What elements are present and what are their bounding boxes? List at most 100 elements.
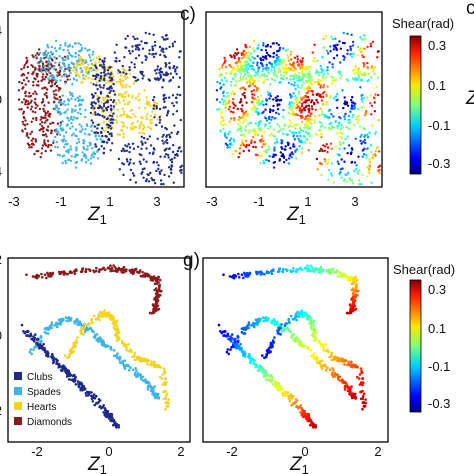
panel-c-point [117, 357, 121, 361]
panel-b-point [293, 56, 297, 59]
panel-a-point [61, 102, 65, 105]
panel-c-point [159, 290, 162, 293]
panel-a-point [91, 53, 94, 56]
panel-a-ytick-1: 0 [0, 92, 2, 107]
panel-b-point [377, 118, 380, 122]
panel-b-point [323, 115, 327, 119]
panel-b-point [239, 62, 243, 65]
panel-c-points [20, 264, 170, 429]
panel-a-point [102, 109, 105, 113]
panel-b-xtick-2: 1 [304, 194, 311, 209]
panel-c-point [102, 411, 105, 414]
panel-b-point [229, 110, 233, 113]
panel-a-point [132, 82, 136, 85]
panel-b-point [278, 125, 281, 128]
panel-a-point [115, 57, 118, 60]
panel-b-point [349, 178, 352, 182]
panel-a-point [24, 127, 27, 130]
panel-b-point [262, 42, 265, 45]
panel-b-point [296, 55, 299, 58]
panel-a-point [58, 101, 61, 105]
panel-b-point [336, 106, 339, 110]
panel-b-point [356, 71, 359, 74]
panel-a-point [154, 52, 158, 55]
panel-b-point [302, 101, 305, 104]
panel-d-point [274, 382, 277, 386]
panel-a-point [108, 132, 112, 136]
panel-a-point [108, 66, 111, 69]
panel-a-point [83, 77, 87, 81]
panel-a-point [81, 128, 84, 131]
panel-b-point [292, 74, 295, 78]
panel-c-point [161, 373, 165, 376]
panel-a-point [141, 70, 144, 74]
panel-b-point [250, 139, 253, 142]
panel-b-point [292, 111, 295, 114]
panel-a-point [26, 132, 29, 135]
panel-b-point [245, 61, 248, 64]
panel-b-point [307, 110, 311, 114]
panel-b-point [256, 73, 259, 76]
panel-a-point [51, 121, 54, 125]
panel-b-point [296, 58, 299, 61]
panel-a-point [36, 62, 39, 65]
panel-a-point [79, 63, 83, 66]
panel-a-point [142, 74, 145, 77]
panel-a-point [41, 125, 44, 128]
panel-a-point [43, 121, 47, 124]
panel-b-point [262, 159, 265, 163]
panel-b-point [252, 39, 256, 42]
panel-a-point [150, 177, 153, 180]
panel-d-point [271, 340, 275, 344]
panel-c-point [163, 381, 166, 384]
panel-c-point [154, 364, 158, 368]
panel-a-point [56, 122, 60, 125]
panel-a-point [153, 116, 156, 119]
panel-a-point [80, 81, 83, 84]
panel-a-point [115, 115, 119, 118]
panel-b-point [220, 73, 224, 77]
panel-b-point [242, 53, 245, 56]
panel-b-point [292, 135, 295, 138]
panel-b-point [270, 69, 273, 72]
panel-a-point [112, 78, 116, 82]
panel-a-point [179, 165, 182, 169]
panel-d-point [273, 320, 277, 324]
panel-d-point [247, 326, 250, 330]
panel-a-point [97, 100, 100, 103]
panel-b-point [350, 101, 354, 104]
panel-c-point [136, 271, 140, 274]
panel-a-point [48, 79, 51, 82]
panel-b-point [277, 70, 281, 74]
panel-a-point [46, 88, 49, 91]
panel-a-point [170, 160, 174, 164]
panel-d-point [327, 271, 331, 274]
panel-b-point [250, 141, 253, 144]
colorbar-b-bar [409, 35, 422, 175]
panel-a-point [127, 163, 131, 166]
panel-a-point [82, 74, 85, 77]
panel-a-point [151, 110, 154, 113]
panel-a-point [84, 108, 87, 112]
panel-b-point [288, 106, 291, 110]
panel-a-point [152, 107, 155, 110]
panel-a-point [63, 70, 66, 73]
panel-b-point [336, 160, 339, 163]
panel-b-point [293, 66, 296, 70]
panel-b-point [292, 69, 296, 72]
panel-b-point [307, 149, 310, 152]
panel-b-point [293, 138, 296, 141]
panel-a-point [158, 172, 162, 175]
panel-d-point [311, 332, 315, 335]
panel-a-point [118, 168, 122, 171]
panel-d-point [363, 404, 367, 408]
panel-a-point [136, 145, 140, 148]
panel-c-point [149, 363, 152, 367]
panel-b-point [351, 182, 355, 185]
panel-b-point [222, 94, 225, 98]
panel-b-point [241, 93, 244, 96]
panel-b-point [221, 63, 224, 67]
panel-a-point [39, 155, 42, 159]
panel-a-point [21, 87, 24, 90]
panel-a-point [107, 72, 110, 75]
